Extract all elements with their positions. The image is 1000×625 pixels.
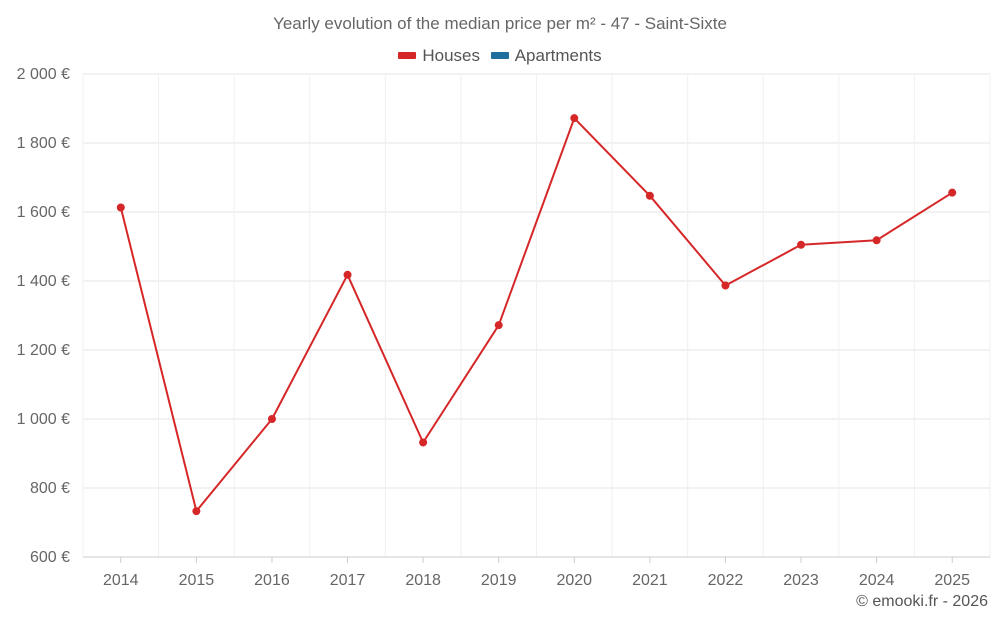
y-tick-label: 2 000 € [17, 66, 70, 83]
data-point [419, 438, 428, 447]
y-tick-label: 1 800 € [17, 135, 70, 152]
legend: Houses Apartments [0, 44, 1000, 66]
legend-swatch-apartments [490, 52, 509, 59]
x-tick-label: 2018 [405, 572, 441, 589]
data-point [116, 203, 125, 212]
legend-swatch-houses [398, 52, 417, 59]
data-point [797, 240, 806, 249]
credit-text: © emooki.fr - 2026 [856, 593, 988, 610]
y-tick-label: 1 200 € [17, 342, 70, 359]
data-point [948, 188, 957, 197]
x-tick-label: 2017 [330, 572, 366, 589]
x-tick-label: 2015 [179, 572, 215, 589]
chart-title: Yearly evolution of the median price per… [273, 14, 727, 33]
x-tick-label: 2019 [481, 572, 517, 589]
data-point [267, 415, 276, 423]
data-point [645, 191, 654, 200]
series-line-houses [119, 117, 953, 513]
legend-label-apartments: Apartments [514, 45, 602, 65]
y-tick-label: 1 600 € [17, 204, 70, 221]
legend-item-houses[interactable]: Houses [398, 46, 480, 66]
x-tick-label: 2023 [783, 572, 819, 589]
y-tick-label: 800 € [30, 480, 70, 497]
x-tick-label: 2016 [254, 572, 290, 589]
legend-item-apartments[interactable]: Apartments [490, 45, 602, 66]
data-point [570, 114, 579, 123]
data-point [721, 281, 730, 290]
x-tick-label: 2021 [632, 572, 668, 589]
data-point [494, 321, 503, 330]
x-tick-label: 2014 [103, 572, 139, 589]
data-point [192, 507, 201, 516]
y-tick-label: 600 € [30, 549, 70, 566]
data-point [343, 270, 352, 279]
x-tick-label: 2020 [556, 572, 592, 589]
data-point [872, 236, 881, 245]
x-tick-label: 2024 [859, 572, 895, 589]
x-tick-label: 2025 [934, 572, 970, 589]
y-tick-label: 1 000 € [17, 411, 70, 428]
x-tick-label: 2022 [708, 572, 744, 589]
y-tick-label: 1 400 € [17, 273, 70, 290]
legend-label-houses: Houses [422, 45, 480, 65]
